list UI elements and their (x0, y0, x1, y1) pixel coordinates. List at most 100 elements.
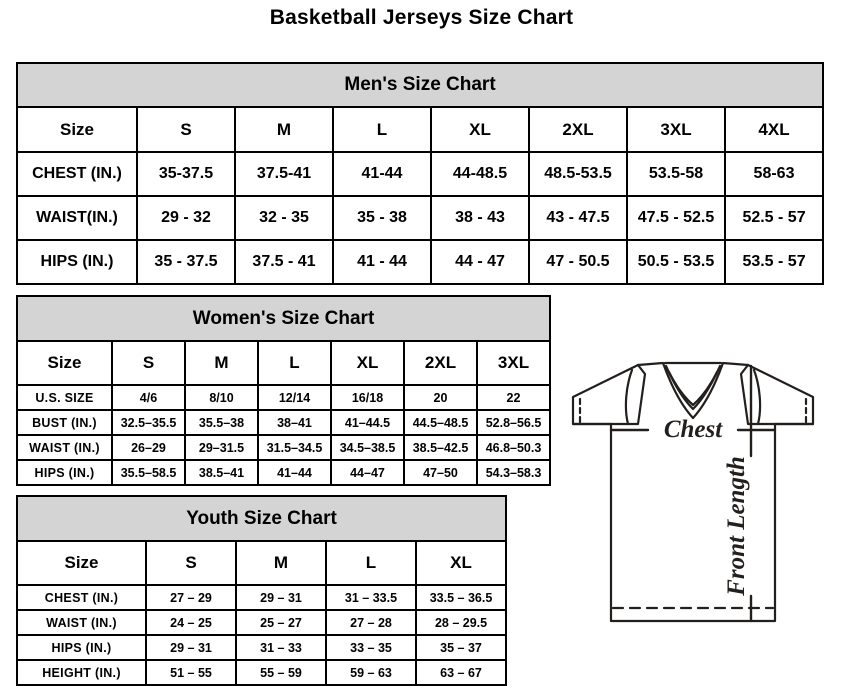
youth-cell-chest-m: 29 – 31 (235, 584, 327, 611)
womens-cell-hips-s: 35.5–58.5 (111, 459, 186, 486)
mens-cell-hips-3xl: 50.5 - 53.5 (626, 239, 726, 285)
youth-cell-chest-l: 31 – 33.5 (325, 584, 417, 611)
youth-cell-hips-xl: 35 – 37 (414, 634, 508, 661)
womens-cell-bust-2xl: 44.5–48.5 (403, 409, 478, 436)
youth-cell-chest-xl: 33.5 – 36.5 (414, 584, 508, 611)
mens-col-head-l: L (332, 106, 432, 153)
womens-col-head-size: Size (16, 340, 113, 386)
youth-col-head-s: S (145, 540, 237, 586)
womens-chart-band-title: Women's Size Chart (15, 295, 552, 342)
womens-cell-waist-m: 29–31.5 (184, 434, 259, 461)
table-row: U.S. SIZE 4/6 8/10 12/14 16/18 20 22 (16, 384, 552, 411)
table-row: HIPS (IN.) 35.5–58.5 38.5–41 41–44 44–47… (16, 459, 552, 486)
table-row: WAIST (IN.) 26–29 29–31.5 31.5–34.5 34.5… (16, 434, 552, 461)
youth-cell-height-m: 55 – 59 (235, 659, 327, 686)
mens-cell-waist-m: 32 - 35 (234, 195, 334, 241)
womens-cell-bust-xl: 41–44.5 (330, 409, 405, 436)
youth-chart-band-row: Youth Size Chart (15, 495, 508, 542)
womens-cell-hips-l: 41–44 (257, 459, 332, 486)
table-row: HIPS (IN.) 29 – 31 31 – 33 33 – 35 35 – … (16, 634, 508, 661)
mens-cell-hips-4xl: 53.5 - 57 (723, 239, 825, 285)
mens-cell-waist-xl: 38 - 43 (430, 195, 530, 241)
youth-col-head-size: Size (16, 540, 147, 586)
womens-cell-bust-l: 38–41 (257, 409, 332, 436)
mens-cell-waist-3xl: 47.5 - 52.5 (626, 195, 726, 241)
womens-cell-hips-m: 38.5–41 (184, 459, 259, 486)
youth-row-label-hips: HIPS (IN.) (16, 634, 147, 661)
womens-cell-us-size-m: 8/10 (184, 384, 259, 411)
mens-cell-hips-s: 35 - 37.5 (136, 239, 236, 285)
mens-row-label-chest: CHEST (IN.) (16, 151, 138, 197)
womens-cell-bust-s: 32.5–35.5 (111, 409, 186, 436)
youth-row-label-chest: CHEST (IN.) (16, 584, 147, 611)
mens-col-head-size: Size (16, 106, 138, 153)
womens-chart-band-row: Women's Size Chart (15, 295, 552, 342)
table-row: WAIST(IN.) 29 - 32 32 - 35 35 - 38 38 - … (16, 195, 825, 241)
womens-size-chart-table: Women's Size Chart Size S M L XL 2XL 3XL… (15, 295, 552, 486)
mens-cell-hips-m: 37.5 - 41 (234, 239, 334, 285)
youth-cell-waist-s: 24 – 25 (145, 609, 237, 636)
womens-row-label-bust: BUST (IN.) (16, 409, 113, 436)
left-shoulder-edge (636, 361, 695, 420)
mens-cell-hips-2xl: 47 - 50.5 (528, 239, 628, 285)
youth-col-head-m: M (235, 540, 327, 586)
left-armhole-curve (624, 368, 634, 426)
womens-cell-waist-xl: 34.5–38.5 (330, 434, 405, 461)
mens-cell-chest-s: 35-37.5 (136, 151, 236, 197)
womens-col-head-2xl: 2XL (403, 340, 478, 386)
mens-cell-chest-l: 41-44 (332, 151, 432, 197)
womens-cell-bust-3xl: 52.8–56.5 (475, 409, 552, 436)
womens-cell-hips-2xl: 47–50 (403, 459, 478, 486)
womens-cell-waist-l: 31.5–34.5 (257, 434, 332, 461)
womens-col-head-s: S (111, 340, 186, 386)
womens-cell-us-size-xl: 16/18 (330, 384, 405, 411)
mens-chart-band-row: Men's Size Chart (15, 62, 825, 108)
womens-col-head-m: M (184, 340, 259, 386)
youth-cell-hips-s: 29 – 31 (145, 634, 237, 661)
womens-cell-hips-xl: 44–47 (330, 459, 405, 486)
mens-chart-header-row: Size S M L XL 2XL 3XL 4XL (16, 106, 825, 153)
womens-row-label-hips: HIPS (IN.) (16, 459, 113, 486)
womens-cell-us-size-s: 4/6 (111, 384, 186, 411)
youth-cell-waist-xl: 28 – 29.5 (414, 609, 508, 636)
mens-row-label-waist: WAIST(IN.) (16, 195, 138, 241)
womens-cell-hips-3xl: 54.3–58.3 (475, 459, 552, 486)
mens-col-head-4xl: 4XL (723, 106, 825, 153)
mens-cell-hips-xl: 44 - 47 (430, 239, 530, 285)
womens-row-label-waist: WAIST (IN.) (16, 434, 113, 461)
youth-chart-band-title: Youth Size Chart (15, 495, 508, 542)
womens-col-head-l: L (257, 340, 332, 386)
youth-cell-height-l: 59 – 63 (325, 659, 417, 686)
mens-row-label-hips: HIPS (IN.) (16, 239, 138, 285)
mens-cell-hips-l: 41 - 44 (332, 239, 432, 285)
youth-cell-waist-l: 27 – 28 (325, 609, 417, 636)
mens-cell-chest-4xl: 58-63 (723, 151, 825, 197)
youth-cell-hips-m: 31 – 33 (235, 634, 327, 661)
youth-size-chart-table: Youth Size Chart Size S M L XL CHEST (IN… (15, 495, 508, 686)
mens-col-head-3xl: 3XL (626, 106, 726, 153)
youth-cell-hips-l: 33 – 35 (325, 634, 417, 661)
youth-cell-waist-m: 25 – 27 (235, 609, 327, 636)
mens-col-head-xl: XL (430, 106, 530, 153)
mens-cell-waist-s: 29 - 32 (136, 195, 236, 241)
left-sleeve-shape (571, 363, 647, 426)
chest-label: Chest (664, 416, 723, 443)
womens-cell-waist-2xl: 38.5–42.5 (403, 434, 478, 461)
page-title: Basketball Jerseys Size Chart (269, 6, 574, 29)
womens-col-head-3xl: 3XL (475, 340, 552, 386)
table-row: CHEST (IN.) 27 – 29 29 – 31 31 – 33.5 33… (16, 584, 508, 611)
youth-cell-height-s: 51 – 55 (145, 659, 237, 686)
mens-chart-band-title: Men's Size Chart (15, 62, 825, 108)
youth-cell-height-xl: 63 – 67 (414, 659, 508, 686)
womens-cell-bust-m: 35.5–38 (184, 409, 259, 436)
womens-cell-us-size-2xl: 20 (403, 384, 478, 411)
youth-chart-header-row: Size S M L XL (16, 540, 508, 586)
table-row: HEIGHT (IN.) 51 – 55 55 – 59 59 – 63 63 … (16, 659, 508, 686)
mens-cell-chest-m: 37.5-41 (234, 151, 334, 197)
mens-col-head-s: S (136, 106, 236, 153)
youth-row-label-height: HEIGHT (IN.) (16, 659, 147, 686)
womens-cell-us-size-3xl: 22 (475, 384, 552, 411)
mens-cell-waist-2xl: 43 - 47.5 (528, 195, 628, 241)
youth-row-label-waist: WAIST (IN.) (16, 609, 147, 636)
womens-cell-us-size-l: 12/14 (257, 384, 332, 411)
